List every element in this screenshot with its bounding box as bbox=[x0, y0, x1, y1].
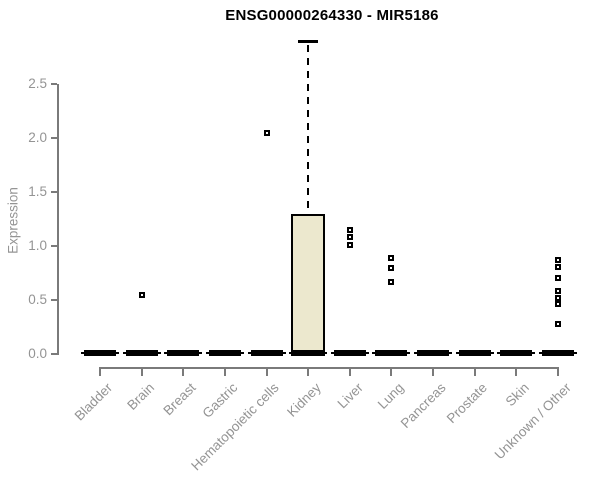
y-axis-line bbox=[57, 84, 59, 355]
y-axis-tick bbox=[51, 353, 57, 355]
x-axis-tick bbox=[348, 369, 351, 376]
x-axis-tick bbox=[99, 369, 101, 376]
x-axis-tick bbox=[182, 369, 185, 376]
outlier-point-lung bbox=[388, 264, 395, 271]
y-tick-label: 0.5 bbox=[28, 292, 47, 307]
x-axis-tick bbox=[140, 369, 143, 376]
outlier-point-liver bbox=[346, 234, 353, 241]
whisker-cap-kidney bbox=[298, 39, 319, 43]
whisker-kidney bbox=[307, 44, 310, 213]
outlier-point-unknown-other bbox=[555, 294, 561, 301]
outlier-point-liver bbox=[346, 226, 353, 233]
x-axis-line bbox=[99, 367, 559, 369]
outlier-point-unknown-other bbox=[555, 257, 561, 264]
median-bar-unknown-other bbox=[542, 350, 574, 356]
y-tick-label: 0.0 bbox=[28, 346, 47, 361]
outlier-point-liver bbox=[346, 241, 353, 248]
y-tick-label: 1.0 bbox=[28, 238, 47, 253]
median-bar-lung bbox=[375, 350, 408, 356]
median-bar-brain bbox=[125, 350, 158, 356]
box-kidney bbox=[291, 213, 326, 356]
x-tick-label-liver: Liver bbox=[334, 380, 366, 412]
x-axis-tick bbox=[515, 369, 518, 376]
x-tick-label-lung: Lung bbox=[375, 380, 408, 412]
x-axis-tick bbox=[557, 369, 559, 376]
chart-title: ENSG00000264330 - MIR5186 bbox=[225, 7, 439, 24]
median-bar-breast bbox=[167, 350, 200, 356]
x-tick-label-unknown-other: Unknown / Other bbox=[491, 380, 574, 463]
y-axis-tick bbox=[51, 299, 57, 301]
x-tick-label-skin: Skin bbox=[502, 380, 532, 410]
median-bar-skin bbox=[500, 350, 533, 356]
median-bar-kidney bbox=[292, 350, 325, 356]
outlier-point-unknown-other bbox=[555, 263, 561, 270]
outlier-point-lung bbox=[388, 254, 395, 261]
x-axis-tick bbox=[307, 369, 310, 376]
median-bar-prostate bbox=[458, 350, 491, 356]
y-tick-label: 1.5 bbox=[28, 184, 47, 199]
y-axis-title: Expression bbox=[5, 187, 21, 254]
x-axis-tick bbox=[473, 369, 476, 376]
median-bar-hematopoietic-cells bbox=[250, 350, 283, 356]
x-axis-tick bbox=[265, 369, 268, 376]
x-tick-label-breast: Breast bbox=[160, 380, 199, 419]
x-tick-label-kidney: Kidney bbox=[283, 380, 324, 420]
y-axis-tick bbox=[51, 191, 57, 193]
x-axis-tick bbox=[223, 369, 226, 376]
x-tick-label-brain: Brain bbox=[124, 380, 158, 413]
outlier-point-unknown-other bbox=[555, 275, 561, 282]
x-tick-label-pancreas: Pancreas bbox=[397, 380, 449, 431]
x-axis-tick bbox=[390, 369, 393, 376]
outlier-point-brain bbox=[138, 291, 145, 298]
outlier-point-unknown-other bbox=[555, 301, 561, 308]
y-axis-tick bbox=[51, 137, 57, 139]
outlier-point-lung bbox=[388, 278, 395, 285]
y-tick-label: 2.5 bbox=[28, 76, 47, 91]
outlier-point-hematopoietic-cells bbox=[263, 129, 270, 136]
outlier-point-unknown-other bbox=[555, 320, 561, 327]
x-axis-tick bbox=[432, 369, 435, 376]
median-bar-bladder bbox=[84, 350, 116, 356]
outlier-point-unknown-other bbox=[555, 288, 561, 295]
x-tick-label-prostate: Prostate bbox=[444, 380, 491, 427]
y-tick-label: 2.0 bbox=[28, 130, 47, 145]
median-bar-gastric bbox=[208, 350, 241, 356]
x-tick-label-bladder: Bladder bbox=[72, 380, 116, 424]
median-bar-pancreas bbox=[417, 350, 450, 356]
median-bar-liver bbox=[333, 350, 366, 356]
y-axis-tick bbox=[51, 245, 57, 247]
y-axis-tick bbox=[51, 83, 57, 85]
